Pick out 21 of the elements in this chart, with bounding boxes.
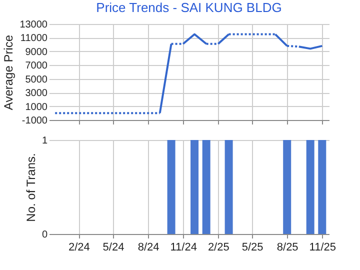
x-tick-label: 5/25 bbox=[242, 242, 264, 254]
x-tick-label: 11/25 bbox=[309, 242, 336, 254]
x-tick-label: 5/24 bbox=[102, 242, 124, 254]
y-tick-label: 13000 bbox=[20, 20, 48, 30]
y-tick-label: 1 bbox=[42, 136, 48, 146]
x-tick-label: 8/24 bbox=[138, 242, 160, 254]
x-tick-label: 2/25 bbox=[208, 242, 230, 254]
y-tick-label: 11000 bbox=[20, 33, 48, 44]
y-axis-title: Average Price bbox=[2, 34, 16, 110]
y-axis-title: No. of Trans. bbox=[24, 153, 38, 222]
y-tick-label: 9000 bbox=[25, 46, 48, 58]
x-tick-label: 2/24 bbox=[68, 242, 90, 254]
y-tick-label: -1000 bbox=[22, 116, 48, 126]
x-tick-label: 8/25 bbox=[276, 242, 298, 254]
y-tick-label: 1000 bbox=[25, 102, 48, 113]
y-tick-label: 0 bbox=[42, 230, 48, 240]
chart-title: Price Trends - SAI KUNG BLDG bbox=[96, 0, 282, 15]
y-tick-label: 3000 bbox=[25, 88, 48, 100]
y-tick-label: 7000 bbox=[25, 60, 48, 72]
x-tick-label: 11/24 bbox=[170, 242, 197, 254]
y-tick-label: 5000 bbox=[25, 74, 48, 86]
